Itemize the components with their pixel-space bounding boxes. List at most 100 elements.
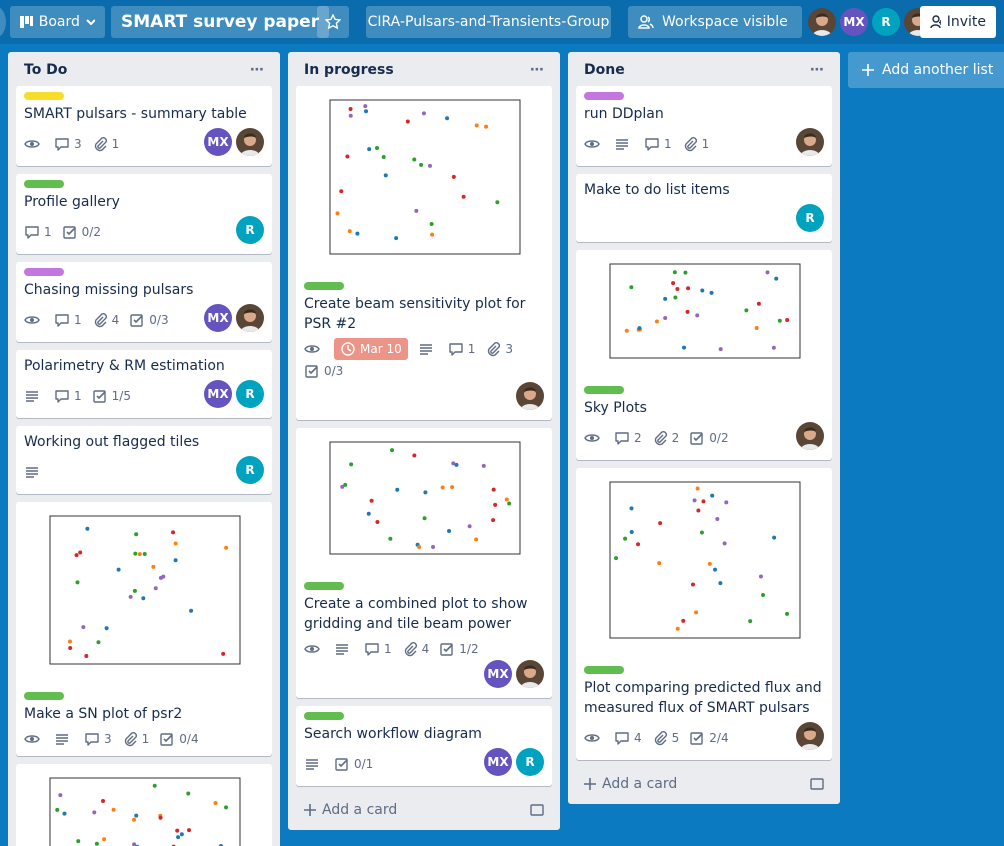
comments-icon — [615, 432, 629, 445]
board-title[interactable]: SMART survey paper — [111, 6, 330, 38]
attachments-count: 1 — [111, 137, 120, 151]
cover-frame — [609, 481, 801, 639]
plus-shape — [304, 804, 316, 816]
badges — [24, 461, 54, 483]
card-cover — [296, 428, 552, 576]
card-body: Working out flagged tiles R — [16, 426, 272, 494]
cover-dot — [722, 541, 727, 546]
invite-icon — [930, 15, 941, 29]
list-menu[interactable]: ⋯ — [530, 62, 544, 78]
card-cover — [16, 502, 272, 686]
add-card[interactable]: Add a card — [296, 794, 552, 822]
watch-icon — [304, 345, 320, 353]
list: To Do ⋯ SMART pulsars - summary table 3 1 MX P… — [8, 52, 280, 846]
card[interactable]: Sky Plots 2 2 0/2 — [576, 250, 832, 460]
member-photo — [808, 8, 836, 36]
card-label — [584, 386, 624, 394]
attachments-count: 3 — [505, 342, 514, 356]
list-title: In progress — [304, 62, 394, 78]
card[interactable]: Create beam sensitivity plot for PSR #2 M… — [296, 86, 552, 420]
cover-dot — [381, 155, 386, 160]
cover-dot — [710, 493, 715, 498]
card[interactable]: Working out flagged tiles R — [16, 426, 272, 494]
template-shape — [810, 778, 824, 790]
workspace-button[interactable]: CIRA-Pulsars-and-Transients-Group — [366, 6, 611, 38]
comments-icon — [85, 733, 99, 746]
cover-dot — [363, 104, 368, 109]
invite-button[interactable]: Invite — [920, 6, 996, 38]
comments-badge: 1 — [54, 385, 82, 407]
card-footer: 4 5 2/4 — [584, 722, 824, 758]
comments-icon — [615, 732, 629, 745]
card-title: Make to do list items — [584, 182, 730, 198]
card[interactable]: run DDplan 1 1 — [576, 86, 832, 166]
cover-dot — [491, 487, 496, 492]
checklist-count: 0/3 — [324, 364, 344, 378]
attachments-icon — [94, 313, 107, 328]
card-footer: 3 1 0/4 — [24, 728, 264, 754]
cover-dot — [657, 561, 662, 566]
attachments-count: 4 — [111, 313, 120, 327]
description-badge — [304, 753, 324, 775]
cover-dot — [692, 498, 697, 503]
cover-dot — [96, 640, 101, 645]
icon-shape — [306, 759, 318, 770]
photo-head — [244, 134, 256, 146]
cover-dot — [76, 839, 81, 844]
cover-dot — [673, 295, 678, 300]
card-cover — [16, 764, 272, 846]
card-label — [304, 582, 344, 590]
card[interactable]: Polarimetry & RM estimation 1 1/5 MX R — [16, 350, 272, 418]
cover-dot — [461, 194, 466, 199]
cover-dot — [116, 567, 121, 572]
star-button[interactable] — [317, 6, 349, 38]
checklist-badge: 0/3 — [304, 360, 343, 382]
add-card-label: Add a card — [322, 802, 398, 818]
card[interactable]: Make a SN plot of psr2 3 1 0/4 — [16, 502, 272, 756]
icon-shape — [305, 365, 318, 378]
card-members — [512, 382, 544, 410]
add-list[interactable]: Add another list — [848, 52, 1004, 88]
cover-dot — [102, 837, 107, 842]
card-members: MX — [200, 128, 264, 156]
workspace-icon[interactable] — [0, 6, 6, 38]
member-avatar: R — [236, 456, 264, 484]
card-body: Create beam sensitivity plot for PSR #2 M… — [296, 276, 552, 420]
attachments-icon — [404, 642, 417, 657]
card-footer: Mar 10 1 3 0/3 — [304, 338, 544, 418]
cover-dot — [414, 208, 419, 213]
checklist-count: 0/1 — [354, 757, 374, 771]
cover-dot — [681, 618, 686, 623]
icon-shape — [160, 733, 173, 746]
icon-shape — [310, 347, 314, 351]
list-title: To Do — [24, 62, 68, 78]
photo-hair — [804, 133, 816, 138]
card[interactable]: Profile gallery 1 0/2 R — [16, 174, 272, 254]
card[interactable]: SMART pulsars - summary table 3 1 MX — [16, 86, 272, 166]
cover-dot — [375, 519, 380, 524]
list-menu[interactable]: ⋯ — [810, 62, 824, 78]
comments-badge: 1 — [644, 133, 672, 155]
add-card[interactable]: Add a card — [576, 768, 832, 796]
comments-count: 1 — [74, 313, 82, 327]
card[interactable] — [16, 764, 272, 846]
member-avatar: R — [872, 8, 900, 36]
cover-dot — [141, 596, 146, 601]
list-menu[interactable]: ⋯ — [250, 62, 264, 78]
checklist-count: 1/2 — [459, 642, 479, 656]
checklist-badge: 0/3 — [129, 309, 169, 331]
card[interactable]: Make to do list items R — [576, 174, 832, 242]
card[interactable]: Plot comparing predicted flux and measur… — [576, 468, 832, 760]
visibility-button[interactable]: Workspace visible — [628, 6, 802, 38]
card[interactable]: Create a combined plot to show gridding … — [296, 428, 552, 698]
member-avatar: R — [796, 204, 824, 232]
card[interactable]: Chasing missing pulsars 1 4 0/3 MX — [16, 262, 272, 342]
comments-count: 3 — [104, 732, 112, 746]
card-body: Create a combined plot to show gridding … — [296, 576, 552, 698]
photo-hair — [804, 427, 816, 432]
checklist-badge: 1/5 — [92, 385, 131, 407]
card[interactable]: Search workflow diagram 0/1 MX R — [296, 706, 552, 786]
board-view-button[interactable]: Board — [10, 6, 105, 38]
cover-dot — [132, 842, 137, 846]
card-body: Make to do list items R — [576, 174, 832, 242]
